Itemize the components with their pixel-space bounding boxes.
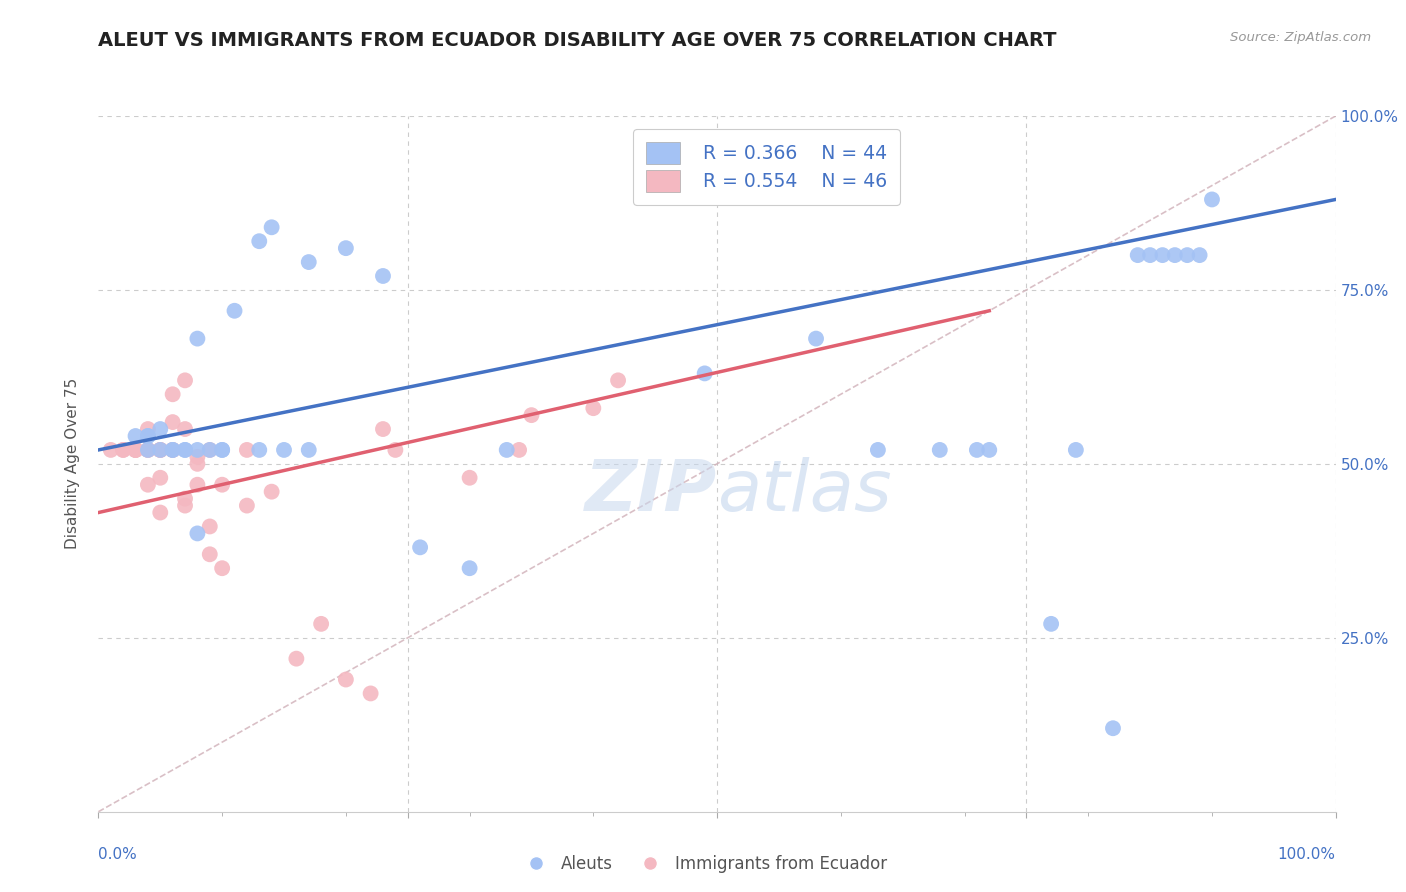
Point [162,442,184,457]
Point [149,442,172,457]
Point [149,442,172,457]
Point [100,442,122,457]
Point [211,477,233,491]
Point [309,616,332,631]
Text: atlas: atlas [717,458,891,526]
Point [1126,248,1149,262]
Text: Source: ZipAtlas.com: Source: ZipAtlas.com [1230,31,1371,45]
Text: 0.0%: 0.0% [98,847,138,862]
Point [149,442,172,457]
Point [198,547,221,561]
Point [260,220,283,235]
Point [198,519,221,533]
Point [508,442,530,457]
Point [260,484,283,499]
Point [174,491,197,506]
Point [211,561,233,575]
Point [198,442,221,457]
Text: ALEUT VS IMMIGRANTS FROM ECUADOR DISABILITY AGE OVER 75 CORRELATION CHART: ALEUT VS IMMIGRANTS FROM ECUADOR DISABIL… [98,31,1057,50]
Point [804,332,827,346]
Point [1164,248,1187,262]
Text: ZIP: ZIP [585,458,717,526]
Point [458,561,481,575]
Point [186,477,208,491]
Point [174,499,197,513]
Point [124,442,146,457]
Point [298,255,321,269]
Point [247,442,270,457]
Point [124,442,146,457]
Point [335,241,357,255]
Point [186,450,208,464]
Point [211,442,233,457]
Point [1064,442,1087,457]
Point [174,422,197,436]
Point [149,442,172,457]
Point [112,442,135,457]
Point [162,442,184,457]
Point [174,373,197,387]
Y-axis label: Disability Age Over 75: Disability Age Over 75 [65,378,80,549]
Point [1139,248,1161,262]
Point [693,367,716,381]
Point [186,526,208,541]
Point [979,442,1001,457]
Point [136,477,159,491]
Point [149,422,172,436]
Point [236,442,259,457]
Point [174,442,197,457]
Point [112,442,135,457]
Point [966,442,988,457]
Point [298,442,321,457]
Point [162,442,184,457]
Point [384,442,406,457]
Point [409,541,432,555]
Point [1040,616,1063,631]
Point [1102,721,1125,735]
Point [1175,248,1198,262]
Point [928,442,950,457]
Point [198,442,221,457]
Point [174,442,197,457]
Point [136,442,159,457]
Point [371,422,394,436]
Point [149,471,172,485]
Point [124,442,146,457]
Point [162,387,184,401]
Point [149,506,172,520]
Point [224,303,246,318]
Point [247,234,270,248]
Point [186,457,208,471]
Point [866,442,889,457]
Point [236,499,259,513]
Point [495,442,517,457]
Point [371,268,394,283]
Point [162,415,184,429]
Point [186,442,208,457]
Legend:   R = 0.366    N = 44,   R = 0.554    N = 46: R = 0.366 N = 44, R = 0.554 N = 46 [633,128,900,205]
Point [582,401,605,416]
Point [335,673,357,687]
Point [273,442,295,457]
Point [520,408,543,422]
Point [136,442,159,457]
Point [136,442,159,457]
Point [360,686,382,700]
Point [211,442,233,457]
Point [1152,248,1174,262]
Point [124,442,146,457]
Point [136,422,159,436]
Legend: Aleuts, Immigrants from Ecuador: Aleuts, Immigrants from Ecuador [513,848,893,880]
Point [1188,248,1211,262]
Point [162,442,184,457]
Point [136,429,159,443]
Point [124,429,146,443]
Point [607,373,630,387]
Point [136,429,159,443]
Text: 100.0%: 100.0% [1278,847,1336,862]
Point [186,332,208,346]
Point [458,471,481,485]
Point [1201,193,1223,207]
Point [285,651,308,665]
